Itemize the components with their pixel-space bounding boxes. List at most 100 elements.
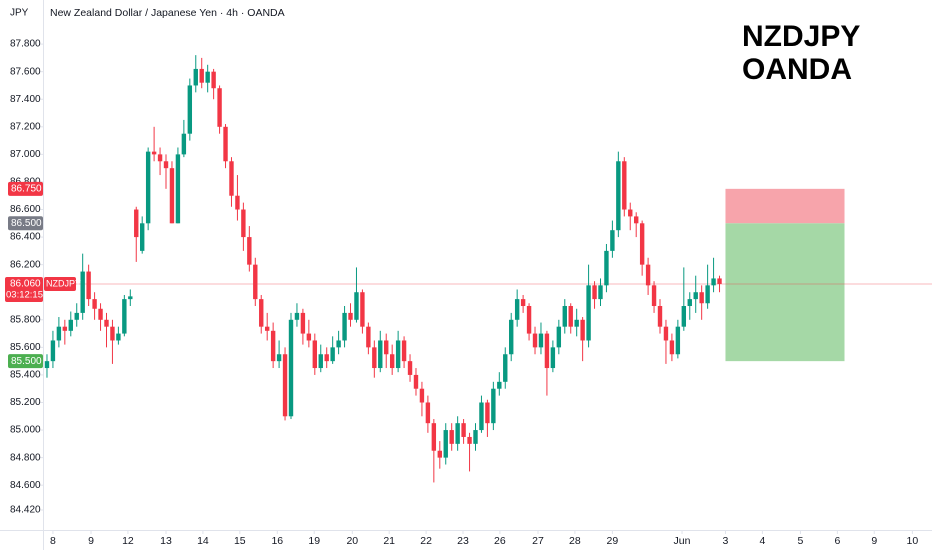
candle-body (199, 68, 204, 83)
candle-body (354, 292, 359, 320)
candle-body (247, 237, 252, 265)
x-tick-label: 4 (759, 535, 765, 547)
x-tick-label: 22 (420, 535, 432, 547)
candle-body (276, 354, 282, 362)
candle-body (157, 154, 163, 162)
candle-body (526, 306, 532, 334)
y-tick-label: 85.000 (10, 425, 41, 436)
watermark: OANDA (742, 53, 852, 86)
y-tick-label: 84.420 (10, 505, 41, 516)
candle-body (705, 285, 710, 304)
watermark: NZDJPY (742, 20, 860, 53)
candle-body (693, 292, 698, 300)
candle-body (175, 154, 181, 224)
y-tick-label: 85.400 (10, 370, 41, 381)
candle-body (395, 340, 401, 369)
candle-body (645, 264, 651, 286)
candle-body (140, 223, 145, 251)
candle-body (187, 85, 193, 134)
candle-body (651, 285, 657, 307)
candle-body (669, 340, 675, 355)
candle-body (223, 126, 228, 162)
y-tick-label: 87.600 (10, 66, 41, 77)
x-tick-label: 28 (569, 535, 581, 547)
candle-body (336, 340, 341, 348)
candle-body (425, 402, 431, 424)
x-tick-label: 10 (907, 535, 919, 547)
x-tick-label: 6 (834, 535, 840, 547)
candle-body (324, 354, 329, 362)
stop-zone (725, 188, 845, 224)
candle-body (419, 388, 425, 403)
x-tick-label: 14 (197, 535, 209, 547)
x-tick-label: 21 (383, 535, 395, 547)
x-tick-label: 26 (494, 535, 506, 547)
candle-body (211, 71, 216, 89)
candle-body (241, 209, 246, 238)
y-tick-label: 87.800 (10, 39, 41, 50)
x-tick-label: 3 (723, 535, 729, 547)
candle-body (68, 319, 73, 331)
y-tick-label: 87.200 (10, 121, 41, 132)
candle-body (122, 299, 127, 334)
y-tick-label: 86.200 (10, 259, 41, 270)
candle-body (348, 312, 353, 320)
candle-body (580, 319, 585, 341)
target-zone (725, 223, 845, 362)
candle-body (675, 326, 681, 355)
x-tick-label: 15 (234, 535, 246, 547)
x-tick-label: 20 (346, 535, 358, 547)
candle-body (461, 423, 466, 437)
candle-body (110, 326, 115, 341)
y-tick-label: 87.000 (10, 149, 41, 160)
stop-tag-bg (8, 181, 43, 196)
candle-body (300, 312, 306, 334)
x-tick-label: 5 (798, 535, 804, 547)
candle-body (407, 361, 413, 375)
candle-body (711, 278, 716, 286)
candle-body (497, 381, 502, 389)
y-tick-label: 87.400 (10, 94, 41, 105)
y-tick-label: 86.400 (10, 232, 41, 243)
x-tick-label: 9 (871, 535, 877, 547)
entry-tag: 86.500 (11, 218, 42, 229)
candle-body (259, 299, 264, 327)
candle-body (586, 285, 591, 341)
x-tick-label: 12 (122, 535, 134, 547)
currency-label: JPY (10, 8, 29, 19)
candle-body (372, 347, 377, 369)
candle-body (56, 326, 62, 341)
candle-body (288, 319, 294, 417)
candle-body (633, 216, 639, 224)
last-price-tag-bg (5, 276, 43, 302)
candle-body (253, 264, 258, 300)
candle-body (556, 326, 562, 348)
candle-body (532, 333, 538, 348)
candle-body (294, 312, 300, 320)
candle-body (562, 306, 567, 327)
candle-body (538, 333, 544, 348)
candle-body (604, 250, 609, 286)
x-tick-label: 29 (607, 535, 619, 547)
candle-body (389, 354, 395, 369)
candle-body (568, 306, 573, 327)
candle-body (681, 306, 687, 327)
y-tick-label: 85.600 (10, 342, 41, 353)
candle-body (717, 278, 722, 284)
target-tag: 85.500 (11, 356, 42, 367)
x-tick-label: 9 (88, 535, 94, 547)
candle-body (622, 161, 627, 210)
candle-body (384, 340, 389, 355)
candle-body (699, 292, 704, 304)
candle-body (50, 340, 56, 362)
candle-body (503, 354, 508, 382)
countdown: 03:12:15 (6, 289, 43, 300)
candle-body (163, 161, 169, 169)
candle-body (92, 299, 97, 309)
x-tick-label: 19 (308, 535, 320, 547)
candle-body (330, 347, 335, 362)
candle-body (217, 88, 222, 127)
candle-body (473, 430, 478, 444)
x-tick-label: 27 (532, 535, 544, 547)
